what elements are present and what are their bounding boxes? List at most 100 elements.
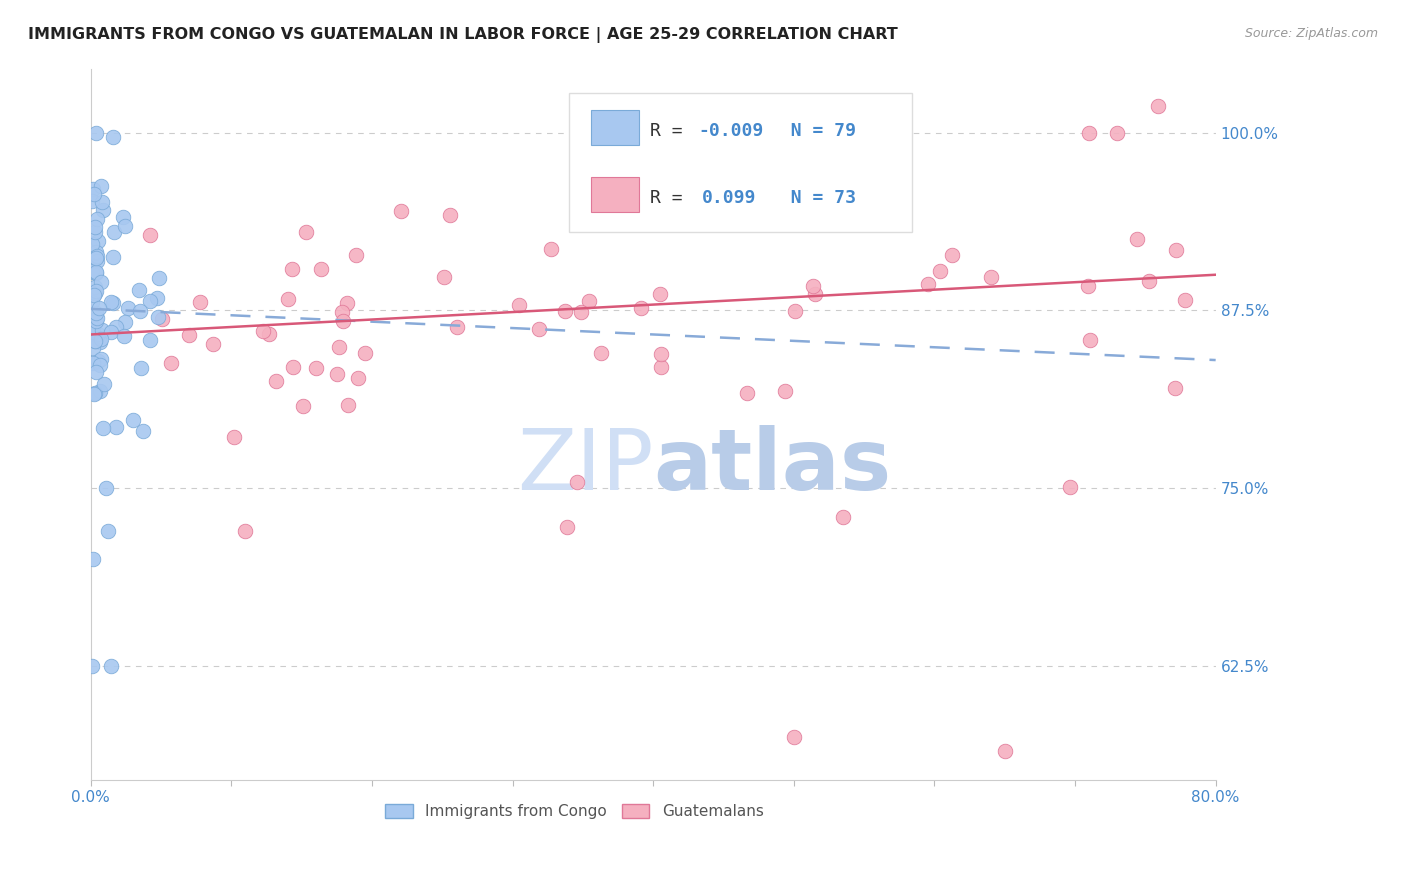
Point <box>389 204 412 219</box>
Point <box>83 385 105 400</box>
Point <box>82 325 104 339</box>
Point <box>82 356 104 370</box>
Point <box>648 286 671 301</box>
Point <box>93 421 115 435</box>
Point <box>94 481 117 495</box>
Point <box>86 310 108 325</box>
Point <box>129 360 152 375</box>
Point <box>305 361 328 376</box>
Point <box>281 359 304 374</box>
Point <box>112 329 135 343</box>
Point <box>82 342 104 356</box>
Point <box>929 263 952 277</box>
Point <box>90 332 112 346</box>
Point <box>87 301 110 315</box>
Point <box>179 327 201 342</box>
Point <box>292 399 315 413</box>
Text: -0.009: -0.009 <box>699 121 763 140</box>
Point <box>148 271 170 285</box>
Point <box>87 327 110 342</box>
Point <box>264 374 287 388</box>
Point <box>90 276 112 290</box>
Point <box>103 250 125 264</box>
Point <box>89 335 111 350</box>
Point <box>330 304 353 318</box>
Point <box>337 398 360 412</box>
Point <box>565 475 588 490</box>
Point <box>128 283 150 297</box>
Point <box>139 333 162 347</box>
Point <box>138 228 160 243</box>
Text: Source: ZipAtlas.com: Source: ZipAtlas.com <box>1244 27 1378 40</box>
Point <box>84 225 107 239</box>
Point <box>586 196 609 211</box>
Point <box>83 186 105 201</box>
Text: ZIP: ZIP <box>516 425 654 508</box>
Point <box>160 356 183 370</box>
Point <box>1173 293 1195 307</box>
Point <box>114 219 136 233</box>
Point <box>80 658 103 673</box>
Point <box>540 242 562 256</box>
Point <box>783 730 806 744</box>
Point <box>84 266 107 280</box>
Text: R =: R = <box>650 121 693 140</box>
Point <box>89 384 111 398</box>
Point <box>100 325 122 339</box>
Point <box>91 202 114 217</box>
Point <box>89 358 111 372</box>
Text: N = 73: N = 73 <box>769 189 856 207</box>
Point <box>84 334 107 348</box>
Point <box>446 319 468 334</box>
Point <box>80 237 103 252</box>
Point <box>97 524 120 538</box>
Point <box>84 280 107 294</box>
Point <box>328 339 350 353</box>
Point <box>281 261 304 276</box>
Point <box>432 269 454 284</box>
Point <box>86 249 108 263</box>
Point <box>347 370 370 384</box>
Text: atlas: atlas <box>654 425 891 508</box>
Point <box>529 322 551 336</box>
Point <box>803 287 825 301</box>
Point <box>111 210 134 224</box>
Point <box>785 304 807 318</box>
Point <box>326 367 349 381</box>
Point <box>1077 279 1099 293</box>
Point <box>86 212 108 227</box>
Point <box>83 386 105 401</box>
Point <box>93 377 115 392</box>
Point <box>336 295 359 310</box>
Point <box>82 552 104 566</box>
Point <box>150 312 173 326</box>
Text: 0.099: 0.099 <box>702 189 756 207</box>
Point <box>650 359 672 374</box>
Point <box>83 250 105 264</box>
Point <box>1164 381 1187 395</box>
Point <box>90 351 112 366</box>
Point <box>82 194 104 208</box>
Point <box>295 225 318 239</box>
Point <box>139 294 162 309</box>
Point <box>557 520 579 534</box>
Point <box>86 253 108 268</box>
Point <box>146 310 169 324</box>
Point <box>121 412 143 426</box>
Point <box>86 265 108 279</box>
Point <box>117 301 139 315</box>
Point <box>82 319 104 334</box>
Point <box>100 295 122 310</box>
Point <box>104 419 127 434</box>
Point <box>650 346 672 360</box>
Point <box>84 306 107 320</box>
Point <box>354 345 377 359</box>
Point <box>80 264 103 278</box>
Point <box>941 248 963 262</box>
Point <box>439 208 461 222</box>
Point <box>86 284 108 298</box>
Point <box>252 324 274 338</box>
Text: R =: R = <box>650 189 693 207</box>
Point <box>1078 126 1101 140</box>
Point <box>84 365 107 379</box>
